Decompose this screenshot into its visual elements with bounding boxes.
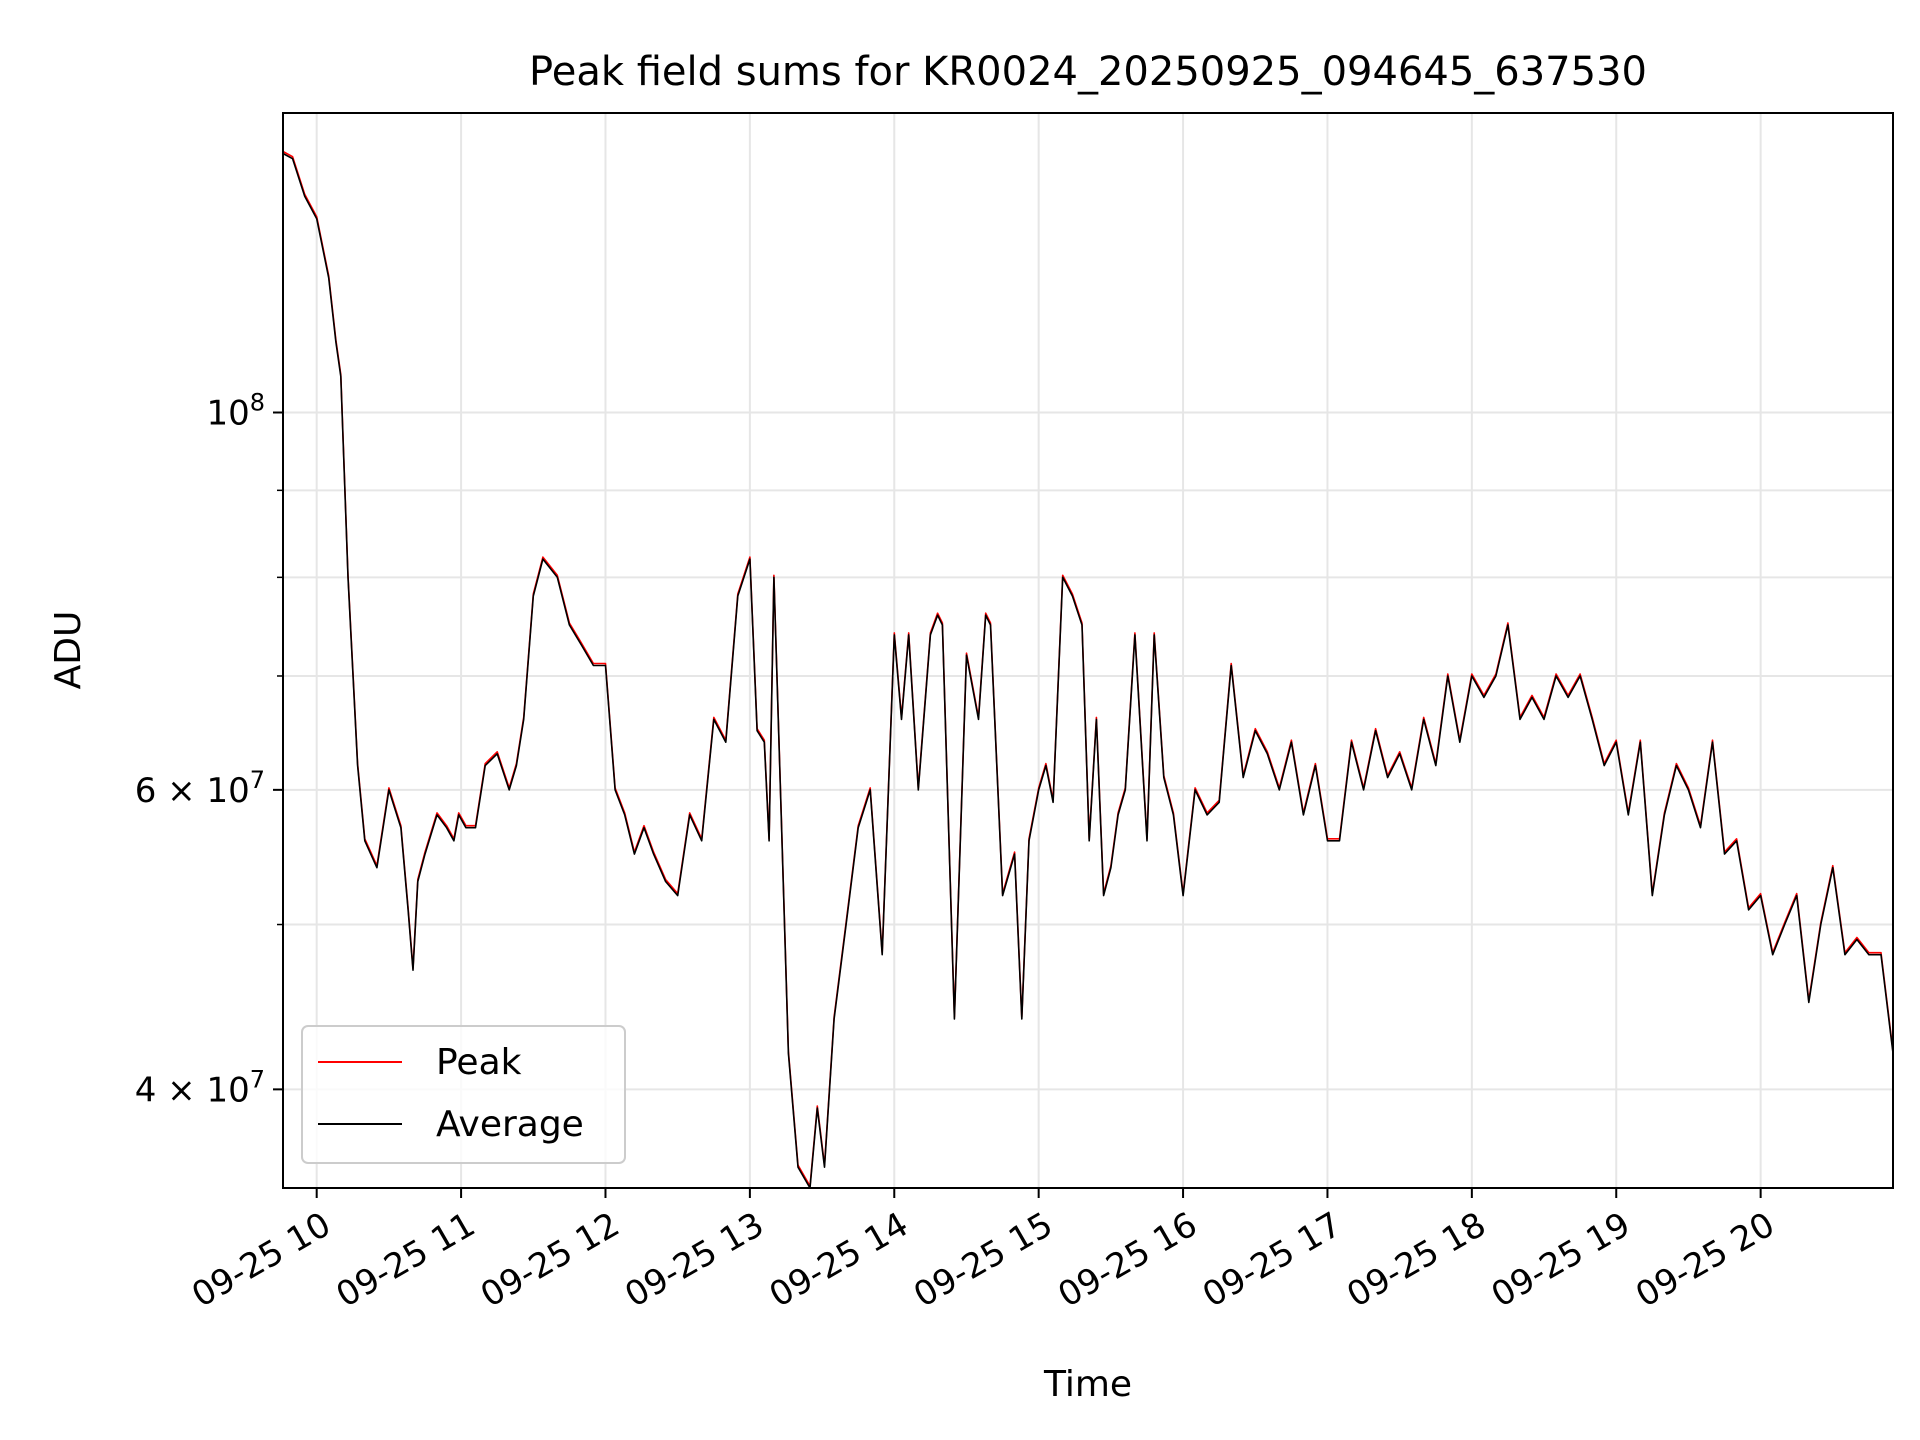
grid-lines bbox=[283, 113, 1893, 1188]
chart-title: Peak field sums for KR0024_20250925_0946… bbox=[529, 49, 1647, 95]
series-lines bbox=[282, 150, 1894, 1189]
legend-average-label: Average bbox=[436, 1104, 584, 1145]
y-tick-label: 6 × 107 bbox=[135, 766, 265, 811]
y-axis-ticks: 108 6 × 107 4 × 107 bbox=[135, 389, 283, 1110]
legend-peak-label: Peak bbox=[436, 1042, 522, 1083]
y-tick-label: 4 × 107 bbox=[135, 1065, 265, 1110]
y-axis-label: ADU bbox=[48, 611, 89, 690]
y-tick-label: 108 bbox=[206, 389, 265, 434]
legend: Peak Average bbox=[301, 1025, 626, 1164]
series-line-average bbox=[282, 152, 1894, 1189]
plot-frame bbox=[282, 112, 1894, 1189]
x-axis-label: Time bbox=[1043, 1364, 1132, 1405]
legend-box bbox=[301, 1025, 626, 1164]
